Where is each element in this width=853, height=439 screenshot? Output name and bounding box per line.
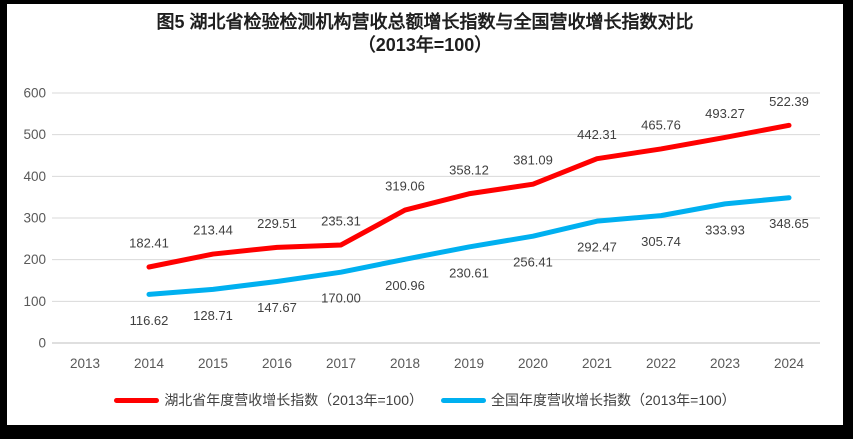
x-axis-tick-label: 2016 [262,356,292,371]
y-axis-tick-label: 400 [23,169,46,184]
data-label: 381.09 [513,153,553,168]
data-label: 256.41 [513,255,553,270]
x-axis-tick-label: 2014 [134,356,165,371]
x-axis-tick-label: 2017 [326,356,356,371]
plot-area: 0 100 200 300 400 500 600 2013 2014 2015 2016 2017 2… [23,86,820,371]
data-label: 292.47 [577,240,617,255]
legend-label-hubei: 湖北省年度营收增长指数（2013年=100） [164,392,423,408]
data-label: 235.31 [321,213,361,228]
x-axis-tick-label: 2022 [646,356,676,371]
chart-title-line1: 图5 湖北省检验检测机构营收总额增长指数与全国营收增长指数对比 [156,12,694,32]
data-label: 128.71 [193,308,233,323]
data-label: 319.06 [385,179,425,194]
legend-item-hubei: 湖北省年度营收增长指数（2013年=100） [114,390,423,410]
y-axis-tick-label: 100 [23,294,46,309]
chart-title: 图5 湖北省检验检测机构营收总额增长指数与全国营收增长指数对比 （2013年=1… [7,11,843,57]
data-label: 522.39 [769,94,809,109]
data-label: 333.93 [705,222,745,237]
data-label: 116.62 [130,313,169,328]
data-label: 213.44 [193,223,233,238]
x-axis-tick-label: 2023 [710,356,740,371]
y-axis-tick-label: 200 [23,252,46,267]
x-axis-tick-label: 2015 [198,356,228,371]
x-axis-tick-label: 2020 [518,356,548,371]
chart-legend: 湖北省年度营收增长指数（2013年=100） 全国年度营收增长指数（2013年=… [7,390,843,410]
y-axis-tick-label: 500 [23,127,46,142]
y-axis-tick-label: 0 [38,336,46,351]
hubei-series-line [146,122,792,270]
chart-canvas: 图5 湖北省检验检测机构营收总额增长指数与全国营收增长指数对比 （2013年=1… [7,4,843,425]
legend-label-national: 全国年度营收增长指数（2013年=100） [491,392,736,408]
data-label: 182.41 [129,235,169,250]
data-label: 493.27 [705,106,745,121]
legend-item-national: 全国年度营收增长指数（2013年=100） [441,390,736,410]
y-axis-tick-label: 600 [23,86,46,101]
y-axis-tick-label: 300 [23,211,46,226]
data-label: 465.76 [641,117,681,132]
data-label: 348.65 [769,216,809,231]
x-axis-tick-label: 2018 [390,356,420,371]
data-label: 442.31 [577,127,617,142]
data-label: 200.96 [385,278,425,293]
data-label: 230.61 [449,265,489,280]
chart-title-line2: （2013年=100） [357,35,493,55]
x-axis-tick-label: 2019 [454,356,484,371]
data-label: 170.00 [321,291,361,306]
hubei-line-swatch-icon [114,397,160,403]
x-axis-tick-label: 2024 [774,356,805,371]
national-series-line [146,195,792,297]
national-line-swatch-icon [441,397,486,403]
x-axis-tick-label: 2021 [582,356,612,371]
data-label: 147.67 [257,300,297,315]
data-label: 305.74 [641,234,681,249]
data-label: 358.12 [449,162,489,177]
x-axis-tick-label: 2013 [70,356,100,371]
data-label: 229.51 [257,216,297,231]
